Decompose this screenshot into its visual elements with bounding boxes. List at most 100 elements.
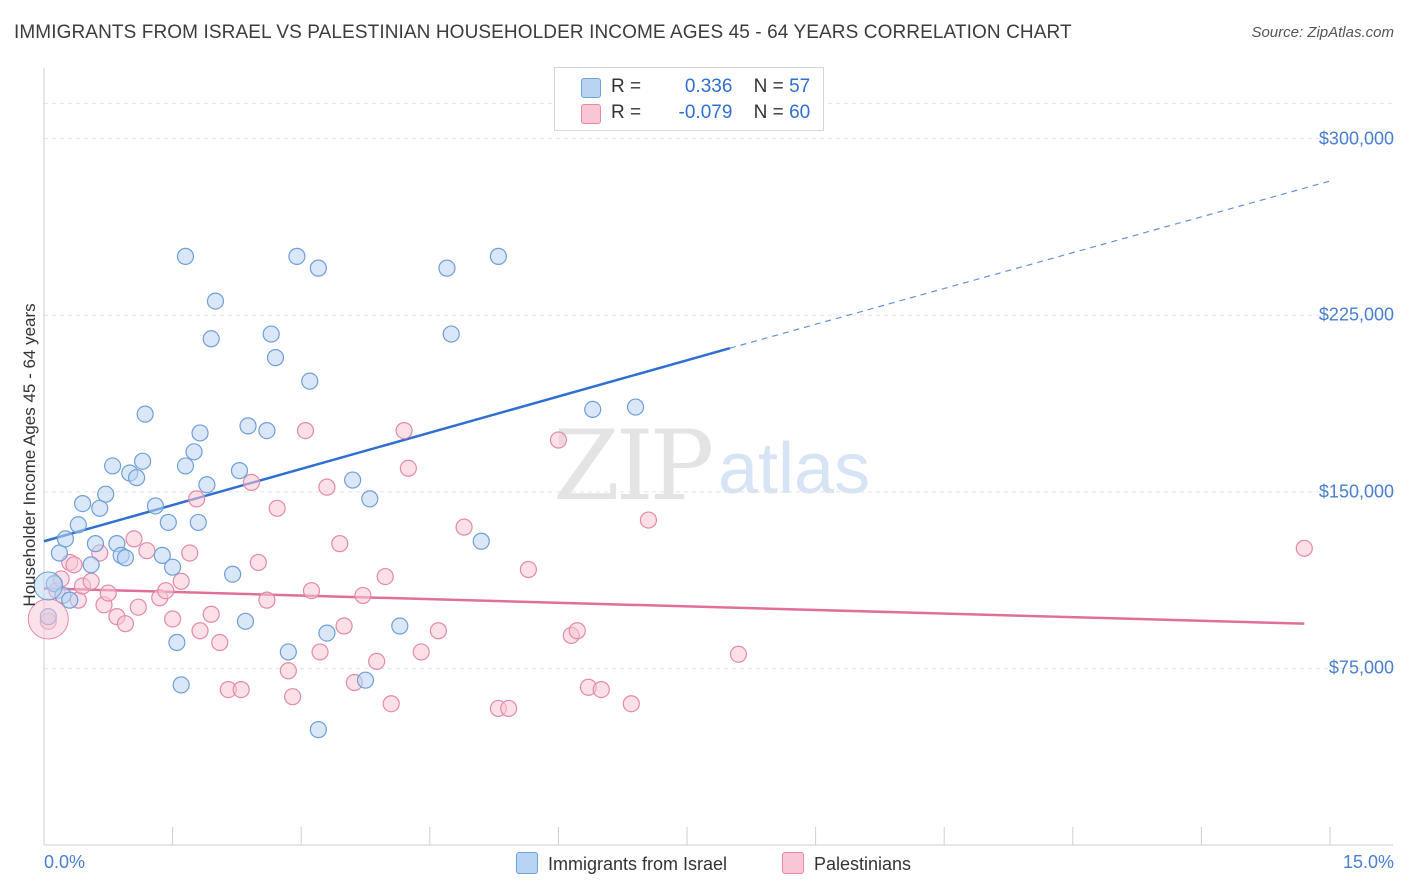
data-points xyxy=(27,247,1313,739)
point-israel xyxy=(116,549,135,567)
point-israel xyxy=(472,532,490,550)
point-israel xyxy=(176,457,195,475)
y-axis-label: Householder Income Ages 45 - 64 years xyxy=(20,303,39,607)
point-palestinians xyxy=(188,490,206,508)
point-israel xyxy=(391,617,409,635)
point-palestinians xyxy=(65,556,83,574)
point-israel xyxy=(153,546,171,564)
point-israel xyxy=(230,462,249,480)
point-israel xyxy=(239,417,257,435)
point-israel xyxy=(318,624,336,642)
point-palestinians xyxy=(1295,539,1313,557)
point-israel xyxy=(185,443,203,461)
point-israel xyxy=(97,485,115,503)
point-israel xyxy=(236,612,255,630)
point-palestinians xyxy=(211,633,229,652)
trend-line-israel xyxy=(43,346,731,543)
point-palestinians xyxy=(129,598,147,616)
point-israel xyxy=(626,398,645,416)
point-palestinians xyxy=(302,582,321,600)
point-palestinians xyxy=(258,591,276,609)
point-palestinians xyxy=(500,699,518,718)
bottom-legend-label-palestinians: Palestinians xyxy=(814,854,912,874)
legend-r-label: R = xyxy=(611,76,642,97)
point-israel xyxy=(73,494,92,513)
point-israel xyxy=(159,513,177,532)
point-palestinians xyxy=(202,605,220,623)
point-palestinians xyxy=(116,615,135,633)
point-palestinians xyxy=(82,572,100,590)
point-palestinians xyxy=(382,695,400,713)
point-israel xyxy=(189,513,207,532)
point-palestinians xyxy=(729,645,748,663)
correlation-legend: R = 0.336 N = 57 R = -0.079 N = 60 xyxy=(554,67,824,131)
legend-n-value-palestinians: 60 xyxy=(789,102,811,123)
point-israel xyxy=(356,671,375,689)
point-israel xyxy=(442,325,460,343)
y-tick-label: $75,000 xyxy=(1328,657,1394,678)
point-israel xyxy=(258,422,276,440)
point-palestinians xyxy=(125,530,143,548)
point-israel xyxy=(172,676,190,694)
legend-n-label: N = xyxy=(753,76,784,97)
point-israel xyxy=(127,469,146,487)
point-israel xyxy=(136,405,154,423)
watermark-atlas: atlas xyxy=(718,429,871,509)
point-israel xyxy=(489,247,507,265)
point-israel xyxy=(69,516,87,534)
axes xyxy=(43,68,1393,846)
point-israel xyxy=(146,497,165,515)
point-israel xyxy=(262,325,280,343)
point-palestinians xyxy=(318,478,336,496)
point-israel xyxy=(206,292,225,310)
point-palestinians xyxy=(354,586,372,605)
point-palestinians xyxy=(639,511,658,529)
legend-r-value-israel: 0.336 xyxy=(684,76,733,97)
point-palestinians xyxy=(455,518,473,536)
point-palestinians xyxy=(412,643,430,661)
point-israel xyxy=(86,535,105,553)
point-israel xyxy=(584,400,602,419)
point-palestinians xyxy=(172,572,190,590)
legend-n-label: N = xyxy=(753,102,784,123)
trend-line-palestinians xyxy=(43,587,1305,625)
bottom-legend-label-israel: Immigrants from Israel xyxy=(548,854,728,874)
point-palestinians xyxy=(191,622,209,640)
point-israel xyxy=(309,721,327,739)
y-tick-label: $150,000 xyxy=(1318,481,1394,502)
bottom-legend-swatch-israel xyxy=(516,852,538,874)
x-tick-label-end: 15.0% xyxy=(1342,852,1394,872)
x-tick-label-start: 0.0% xyxy=(44,852,86,872)
grid-lines xyxy=(44,102,1393,669)
point-palestinians xyxy=(268,499,286,517)
point-palestinians xyxy=(429,622,447,640)
point-israel xyxy=(103,457,122,475)
point-israel xyxy=(191,424,209,442)
point-israel xyxy=(168,633,186,652)
bottom-legend-swatch-palestinians xyxy=(782,852,804,874)
trend-line-israel-projection xyxy=(729,180,1331,349)
point-israel xyxy=(361,490,379,508)
point-israel xyxy=(176,247,195,265)
point-palestinians xyxy=(138,542,156,560)
point-palestinians xyxy=(242,473,261,491)
point-israel xyxy=(266,349,285,367)
point-israel xyxy=(279,643,297,661)
point-israel xyxy=(82,556,100,574)
legend-n-value-israel: 57 xyxy=(789,76,811,97)
point-palestinians xyxy=(157,582,175,600)
point-palestinians xyxy=(376,567,394,586)
point-israel xyxy=(56,530,75,548)
point-israel xyxy=(224,565,242,583)
point-palestinians xyxy=(279,662,297,680)
point-palestinians xyxy=(296,422,315,440)
bottom-legend-palestinians: Palestinians xyxy=(782,852,911,875)
legend-swatch-palestinians xyxy=(581,104,601,124)
point-israel xyxy=(288,247,306,265)
watermark-zip: ZIP xyxy=(553,410,714,522)
point-israel xyxy=(438,259,456,277)
point-palestinians xyxy=(335,617,353,635)
point-palestinians xyxy=(399,459,417,477)
point-palestinians xyxy=(519,560,537,579)
